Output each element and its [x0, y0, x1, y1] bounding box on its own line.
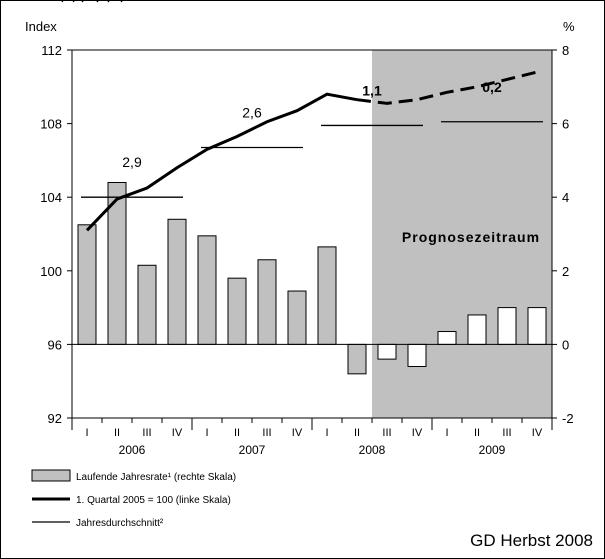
bar-2	[137, 264, 157, 345]
bar-12	[437, 331, 457, 345]
quarter-label: IV	[172, 427, 183, 439]
clipped-title-fragment	[61, 0, 123, 3]
bar-13	[467, 314, 487, 345]
bar-0	[77, 224, 97, 345]
right-tick-label: -2	[562, 411, 574, 426]
right-tick-label: 8	[562, 43, 569, 58]
left-tick-label: 92	[48, 411, 62, 426]
legend: Laufende Jahresrate¹ (rechte Skala) 1. Qu…	[31, 469, 236, 529]
source-note: GD Herbst 2008	[470, 531, 593, 550]
bar-4	[197, 235, 217, 345]
bar-series	[77, 181, 547, 375]
legend-bar-label: Laufende Jahresrate¹ (rechte Skala)	[76, 472, 236, 483]
bar-11	[407, 343, 427, 367]
right-axis-unit: %	[563, 19, 575, 34]
annual-average-label: 2,6	[242, 105, 262, 121]
bar-9	[347, 343, 367, 375]
right-tick-label: 0	[562, 337, 569, 352]
right-tick-label: 6	[562, 117, 569, 132]
index-line	[85, 92, 358, 232]
left-tick-label: 100	[40, 264, 62, 279]
index-line-forecast	[356, 70, 538, 105]
year-label: 2007	[239, 443, 266, 457]
quarter-label: IV	[292, 427, 303, 439]
bar-3	[167, 218, 187, 345]
bar-14	[497, 307, 517, 345]
quarter-label: I	[325, 427, 328, 439]
left-tick-label: 104	[40, 190, 62, 205]
quarter-label: III	[382, 427, 391, 439]
quarter-label: II	[234, 427, 240, 439]
right-tick-label: 2	[562, 264, 569, 279]
annual-average-label: 2,9	[122, 154, 142, 170]
year-label: 2009	[479, 443, 506, 457]
year-label: 2008	[359, 443, 386, 457]
quarter-label: II	[474, 427, 480, 439]
annual-average-label: 0,2	[482, 79, 502, 95]
bar-6	[257, 259, 277, 345]
bar-10	[377, 343, 397, 360]
left-tick-label: 112	[41, 43, 62, 58]
left-tick-label: 108	[40, 117, 62, 132]
forecast-background	[372, 50, 552, 418]
axis-ticks	[67, 49, 557, 430]
bar-8	[317, 246, 337, 345]
bar-15	[527, 307, 547, 345]
left-axis-unit: Index	[25, 19, 57, 34]
quarter-label: III	[502, 427, 511, 439]
legend-average-label: Jahresdurchschnitt²	[76, 518, 164, 529]
right-tick-label: 4	[562, 190, 569, 205]
quarter-label: I	[445, 427, 448, 439]
quarter-label: IV	[412, 427, 423, 439]
quarter-label: I	[85, 427, 88, 439]
bar-5	[227, 277, 247, 345]
bar-7	[287, 290, 307, 345]
quarter-label: II	[354, 427, 360, 439]
year-label: 2006	[119, 443, 146, 457]
quarter-label: II	[114, 427, 120, 439]
legend-bar-swatch	[31, 469, 71, 482]
left-tick-label: 96	[48, 337, 62, 352]
quarter-label: IV	[532, 427, 543, 439]
legend-line-label: 1. Quartal 2005 = 100 (linke Skala)	[76, 495, 231, 506]
quarter-label: III	[262, 427, 271, 439]
annual-average-label: 1,1	[362, 82, 382, 98]
quarter-label: III	[142, 427, 151, 439]
quarter-label: I	[205, 427, 208, 439]
forecast-period-label: Prognosezeitraum	[402, 229, 540, 245]
